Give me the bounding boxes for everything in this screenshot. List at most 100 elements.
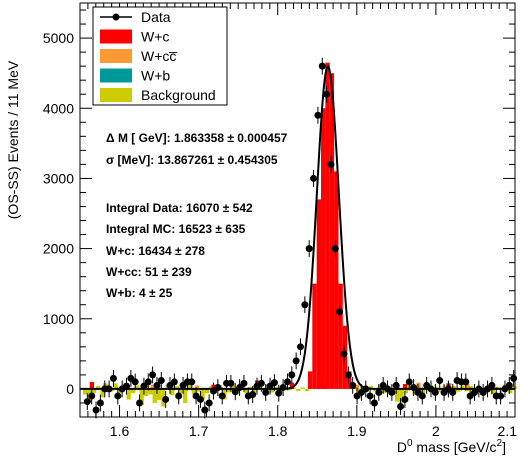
legend: Data W+c W+cc̅ W+b Background <box>92 6 228 106</box>
data-point <box>144 378 152 386</box>
data-point <box>370 399 378 407</box>
background-bin <box>377 386 382 389</box>
background-bin <box>187 384 192 389</box>
data-point <box>375 388 383 396</box>
legend-swatch <box>100 49 132 63</box>
data-point <box>170 378 178 386</box>
y-axis-label: (OS-SS) Events / 11 MeV <box>5 60 21 219</box>
background-bin <box>191 388 197 395</box>
x-tick-label: 1.7 <box>189 423 209 439</box>
background-bin <box>455 388 461 392</box>
data-point <box>175 392 183 400</box>
background-bin <box>278 388 284 392</box>
wc-bin <box>347 371 352 389</box>
background-bin <box>495 386 500 389</box>
wc-bin <box>338 283 343 389</box>
data-point <box>109 374 117 382</box>
data-point <box>83 398 91 406</box>
data-point <box>231 388 239 396</box>
wc-bin <box>289 382 295 389</box>
data-point <box>288 371 296 379</box>
background-bin <box>135 385 140 389</box>
data-point <box>149 371 157 379</box>
background-bin <box>100 388 105 398</box>
background-bin <box>438 388 443 392</box>
data-point <box>157 377 165 385</box>
legend-swatch <box>100 68 132 83</box>
wcc-bin <box>465 384 470 389</box>
data-point <box>227 379 235 387</box>
data-points <box>83 57 518 419</box>
data-point <box>310 174 318 182</box>
legend-swatch <box>100 88 132 102</box>
data-point <box>366 392 374 400</box>
data-point <box>283 378 291 386</box>
data-point <box>401 395 409 403</box>
data-point <box>205 399 213 407</box>
y-tick-label: 5000 <box>43 30 74 46</box>
x-tick-label: 1.6 <box>110 423 130 439</box>
background-bin <box>252 388 257 392</box>
data-point <box>488 381 496 389</box>
background-bin <box>82 388 88 395</box>
wc-bin <box>334 171 339 389</box>
data-point <box>257 379 265 387</box>
x-tick-label: 2 <box>432 423 440 439</box>
data-point <box>123 382 131 390</box>
data-point <box>301 301 309 309</box>
background-bin <box>96 386 101 389</box>
legend-swatch <box>100 29 132 44</box>
legend-label: W+c <box>141 29 169 45</box>
legend-label: Data <box>141 9 171 25</box>
data-point <box>505 381 513 389</box>
wcc-bin <box>354 384 359 389</box>
data-point <box>497 392 505 400</box>
data-point <box>462 378 470 386</box>
data-point <box>270 379 278 387</box>
wc-bin <box>312 283 317 389</box>
wc-bin <box>307 371 313 389</box>
wc-bin <box>402 384 408 389</box>
data-point <box>418 392 426 400</box>
y-tick-label: 0 <box>66 381 74 397</box>
data-point <box>405 378 413 386</box>
data-point <box>331 245 339 253</box>
background-bin <box>226 388 231 393</box>
fit-stat-line: Δ M [ GeV]: 1.863358 ± 0.000457 <box>106 131 288 145</box>
wcc-bin <box>150 384 155 389</box>
wc-bin <box>329 73 335 389</box>
background-bin <box>499 388 504 392</box>
fit-stats: Δ M [ GeV]: 1.863358 ± 0.000457 σ [MeV]: … <box>106 131 288 300</box>
data-point <box>397 402 405 410</box>
wc-bin <box>321 108 326 389</box>
data-point <box>92 406 100 414</box>
background-bin <box>156 388 162 401</box>
y-tick-label: 2000 <box>43 241 74 257</box>
wc-bin <box>342 325 348 389</box>
x-axis-label: D0 mass [GeV/c2] <box>397 438 506 455</box>
background-bin <box>113 383 118 389</box>
data-point <box>279 384 287 392</box>
data-point <box>188 378 196 386</box>
data-point <box>131 378 139 386</box>
data-point <box>162 395 170 403</box>
data-point <box>388 388 396 396</box>
wc-bin <box>325 62 330 389</box>
wcc-bin <box>416 382 421 389</box>
data-point <box>140 382 148 390</box>
background-bin <box>464 388 469 392</box>
plot-frame <box>79 2 516 418</box>
background-bin <box>139 388 144 406</box>
background-bin <box>91 388 97 394</box>
fit-stat-line: W+cc: 51 ± 239 <box>106 265 192 279</box>
background-bin <box>355 388 361 392</box>
wcc-bin <box>194 385 200 389</box>
background-bin <box>421 388 426 394</box>
background-bin <box>381 388 387 394</box>
background-bin <box>148 388 153 395</box>
data-point <box>292 357 300 365</box>
background-bin <box>204 388 210 394</box>
background-bin <box>442 385 448 389</box>
background-bin <box>243 388 249 394</box>
background-bin <box>360 386 365 389</box>
